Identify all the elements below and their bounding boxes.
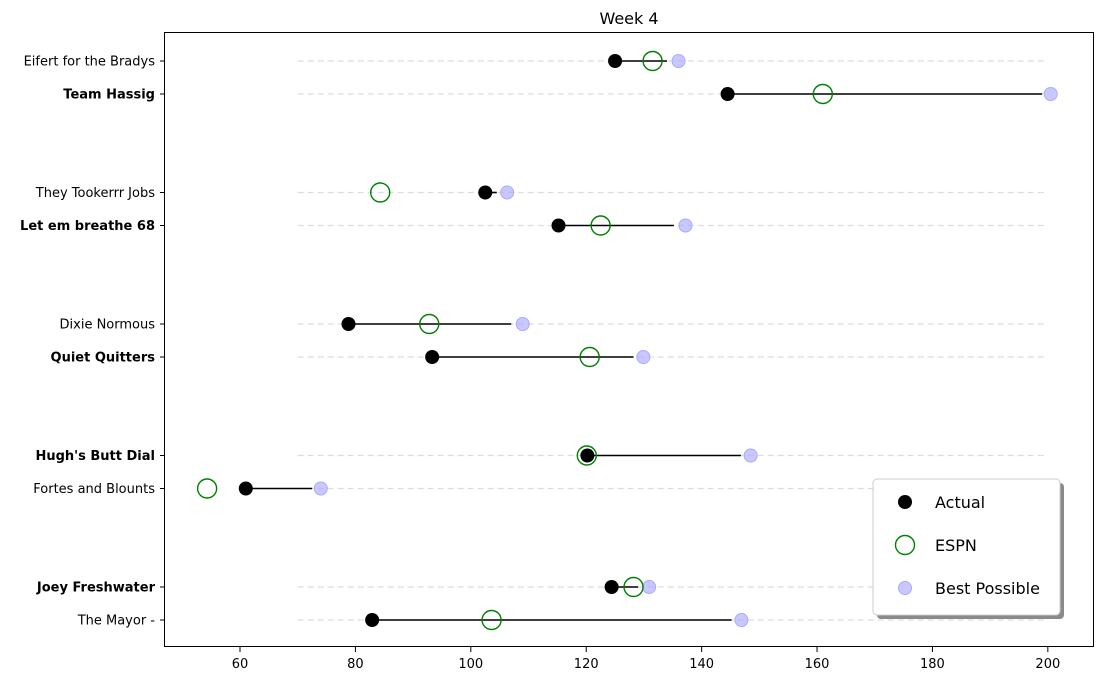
plot-frame: [164, 32, 1094, 647]
x-tick-label: 180: [920, 657, 945, 672]
legend-actual-marker: [898, 495, 912, 509]
team-label: Dixie Normous: [60, 318, 156, 333]
team-label: The Mayor -: [77, 614, 156, 629]
actual-point: [478, 185, 493, 200]
best-possible-point: [515, 317, 530, 331]
y-axis: Eifert for the Bradys Team Hassig They Too…: [20, 55, 165, 629]
team-label: Quiet Quitters: [51, 351, 156, 366]
best-possible-point: [313, 481, 328, 496]
best-possible-point: [500, 185, 515, 200]
actual-point: [238, 481, 253, 496]
x-tick-label: 100: [458, 657, 483, 672]
data-points: [196, 50, 1058, 631]
x-tick-label: 120: [574, 657, 599, 672]
actual-point: [551, 218, 566, 233]
legend-best-marker: [898, 581, 912, 595]
espn-point: [623, 576, 644, 598]
x-tick-label: 160: [805, 657, 830, 672]
x-tick-label: 200: [1035, 657, 1060, 672]
x-tick-label: 140: [689, 657, 714, 672]
actual-point: [720, 87, 735, 101]
espn-point: [196, 478, 218, 499]
actual-point: [341, 317, 356, 331]
best-possible-point: [734, 613, 749, 627]
actual-point: [608, 54, 623, 68]
actual-point: [365, 613, 380, 627]
team-label: Let em breathe 68: [20, 219, 155, 234]
legend-label: ESPN: [935, 536, 977, 555]
team-label: Hugh's Butt Dial: [35, 449, 155, 464]
team-label: They Tookerrr Jobs: [35, 186, 155, 201]
x-tick-label: 60: [232, 657, 249, 672]
team-label: Joey Freshwater: [36, 581, 156, 596]
espn-point: [590, 215, 611, 236]
team-label: Eifert for the Bradys: [24, 55, 156, 70]
actual-point: [425, 350, 440, 364]
legend-label: Actual: [935, 493, 985, 512]
espn-point: [419, 313, 440, 335]
best-possible-point: [636, 350, 651, 364]
team-label: Fortes and Blounts: [33, 482, 155, 497]
legend-box: [872, 478, 1061, 616]
gridlines: [297, 60, 1048, 621]
espn-point: [481, 609, 502, 631]
best-possible-point: [1043, 87, 1058, 101]
best-possible-point: [678, 218, 693, 233]
legend-espn-marker: [894, 534, 916, 556]
chart-title: Week 4: [599, 9, 658, 28]
team-label: Team Hassig: [63, 88, 155, 103]
espn-point: [579, 346, 600, 368]
espn-point: [370, 182, 391, 203]
legend: Actual ESPN Best Possible: [872, 478, 1064, 619]
best-possible-point: [743, 448, 758, 463]
espn-point: [642, 50, 663, 72]
actual-point: [604, 580, 619, 594]
actual-point: [580, 448, 595, 463]
best-possible-point: [642, 580, 657, 594]
x-tick-label: 80: [347, 657, 364, 672]
x-axis: 60 80 100 120 140 160 180 200: [232, 647, 1060, 672]
best-possible-point: [671, 54, 686, 68]
espn-point: [812, 83, 834, 105]
espn-point: [576, 445, 598, 466]
legend-label: Best Possible: [935, 579, 1040, 598]
